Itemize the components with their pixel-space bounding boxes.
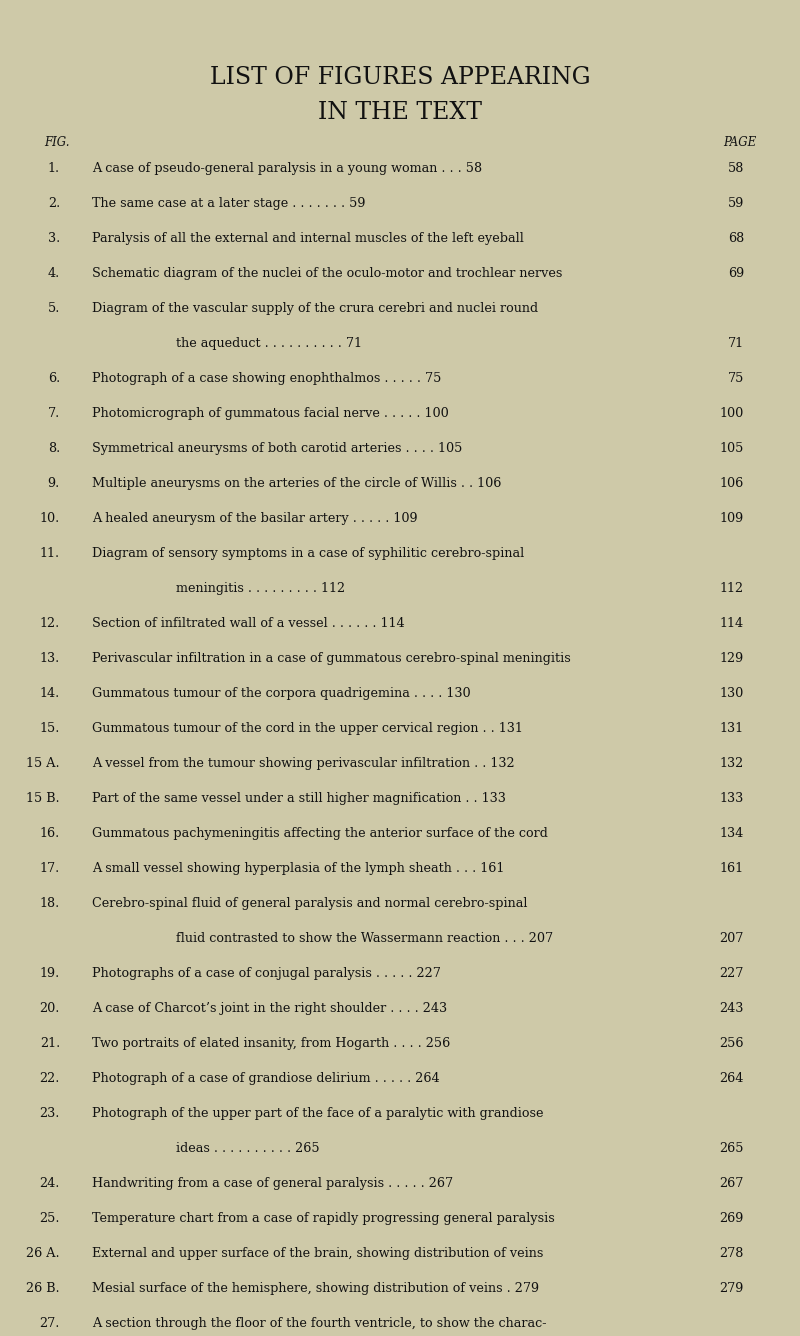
- Text: 207: 207: [720, 933, 744, 945]
- Text: Handwriting from a case of general paralysis . . . . . 267: Handwriting from a case of general paral…: [92, 1177, 453, 1190]
- Text: A case of pseudo-general paralysis in a young woman . . . 58: A case of pseudo-general paralysis in a …: [92, 162, 482, 175]
- Text: Perivascular infiltration in a case of gummatous cerebro-spinal meningitis: Perivascular infiltration in a case of g…: [92, 652, 570, 665]
- Text: PAGE: PAGE: [722, 136, 756, 150]
- Text: Photomicrograph of gummatous facial nerve . . . . . 100: Photomicrograph of gummatous facial nerv…: [92, 407, 449, 420]
- Text: Two portraits of elated insanity, from Hogarth . . . . 256: Two portraits of elated insanity, from H…: [92, 1037, 450, 1050]
- Text: External and upper surface of the brain, showing distribution of veins: External and upper surface of the brain,…: [92, 1246, 543, 1260]
- Text: 21.: 21.: [40, 1037, 60, 1050]
- Text: Multiple aneurysms on the arteries of the circle of Willis . . 106: Multiple aneurysms on the arteries of th…: [92, 477, 502, 490]
- Text: Diagram of sensory symptoms in a case of syphilitic cerebro-spinal: Diagram of sensory symptoms in a case of…: [92, 546, 524, 560]
- Text: 26 A.: 26 A.: [26, 1246, 60, 1260]
- Text: 114: 114: [720, 617, 744, 629]
- Text: 105: 105: [720, 442, 744, 454]
- Text: 6.: 6.: [48, 371, 60, 385]
- Text: 75: 75: [728, 371, 744, 385]
- Text: Gummatous tumour of the cord in the upper cervical region . . 131: Gummatous tumour of the cord in the uppe…: [92, 721, 523, 735]
- Text: Gummatous tumour of the corpora quadrigemina . . . . 130: Gummatous tumour of the corpora quadrige…: [92, 687, 470, 700]
- Text: Mesial surface of the hemisphere, showing distribution of veins . 279: Mesial surface of the hemisphere, showin…: [92, 1283, 539, 1295]
- Text: 9.: 9.: [48, 477, 60, 490]
- Text: 8.: 8.: [48, 442, 60, 454]
- Text: IN THE TEXT: IN THE TEXT: [318, 100, 482, 124]
- Text: 27.: 27.: [40, 1317, 60, 1329]
- Text: A small vessel showing hyperplasia of the lymph sheath . . . 161: A small vessel showing hyperplasia of th…: [92, 862, 504, 875]
- Text: fluid contrasted to show the Wassermann reaction . . . 207: fluid contrasted to show the Wassermann …: [176, 933, 553, 945]
- Text: 16.: 16.: [40, 827, 60, 840]
- Text: 25.: 25.: [39, 1212, 60, 1225]
- Text: Photographs of a case of conjugal paralysis . . . . . 227: Photographs of a case of conjugal paraly…: [92, 967, 441, 979]
- Text: Part of the same vessel under a still higher magnification . . 133: Part of the same vessel under a still hi…: [92, 792, 506, 804]
- Text: 227: 227: [720, 967, 744, 979]
- Text: 13.: 13.: [40, 652, 60, 665]
- Text: 10.: 10.: [40, 512, 60, 525]
- Text: 14.: 14.: [40, 687, 60, 700]
- Text: 131: 131: [720, 721, 744, 735]
- Text: 24.: 24.: [40, 1177, 60, 1190]
- Text: 17.: 17.: [40, 862, 60, 875]
- Text: 12.: 12.: [40, 617, 60, 629]
- Text: 161: 161: [720, 862, 744, 875]
- Text: A healed aneurysm of the basilar artery . . . . . 109: A healed aneurysm of the basilar artery …: [92, 512, 418, 525]
- Text: 15 B.: 15 B.: [26, 792, 60, 804]
- Text: 22.: 22.: [40, 1071, 60, 1085]
- Text: 5.: 5.: [48, 302, 60, 315]
- Text: 15.: 15.: [40, 721, 60, 735]
- Text: 20.: 20.: [40, 1002, 60, 1015]
- Text: A case of Charcot’s joint in the right shoulder . . . . 243: A case of Charcot’s joint in the right s…: [92, 1002, 447, 1015]
- Text: 26 B.: 26 B.: [26, 1283, 60, 1295]
- Text: 3.: 3.: [48, 232, 60, 244]
- Text: 278: 278: [720, 1246, 744, 1260]
- Text: 68: 68: [728, 232, 744, 244]
- Text: 264: 264: [720, 1071, 744, 1085]
- Text: Cerebro-spinal fluid of general paralysis and normal cerebro-spinal: Cerebro-spinal fluid of general paralysi…: [92, 896, 527, 910]
- Text: 4.: 4.: [48, 267, 60, 279]
- Text: 11.: 11.: [40, 546, 60, 560]
- Text: The same case at a later stage . . . . . . . 59: The same case at a later stage . . . . .…: [92, 196, 366, 210]
- Text: 256: 256: [719, 1037, 744, 1050]
- Text: 58: 58: [728, 162, 744, 175]
- Text: FIG.: FIG.: [44, 136, 70, 150]
- Text: Photograph of a case of grandiose delirium . . . . . 264: Photograph of a case of grandiose deliri…: [92, 1071, 440, 1085]
- Text: 279: 279: [720, 1283, 744, 1295]
- Text: 59: 59: [728, 196, 744, 210]
- Text: the aqueduct . . . . . . . . . . 71: the aqueduct . . . . . . . . . . 71: [176, 337, 362, 350]
- Text: 7.: 7.: [48, 407, 60, 420]
- Text: 265: 265: [719, 1142, 744, 1154]
- Text: Schematic diagram of the nuclei of the oculo-motor and trochlear nerves: Schematic diagram of the nuclei of the o…: [92, 267, 562, 279]
- Text: 23.: 23.: [40, 1108, 60, 1120]
- Text: Section of infiltrated wall of a vessel . . . . . . 114: Section of infiltrated wall of a vessel …: [92, 617, 405, 629]
- Text: A section through the floor of the fourth ventricle, to show the charac-: A section through the floor of the fourt…: [92, 1317, 546, 1329]
- Text: A vessel from the tumour showing perivascular infiltration . . 132: A vessel from the tumour showing perivas…: [92, 758, 514, 770]
- Text: 15 A.: 15 A.: [26, 758, 60, 770]
- Text: 269: 269: [720, 1212, 744, 1225]
- Text: 109: 109: [720, 512, 744, 525]
- Text: 19.: 19.: [40, 967, 60, 979]
- Text: 134: 134: [720, 827, 744, 840]
- Text: 267: 267: [720, 1177, 744, 1190]
- Text: Gummatous pachymeningitis affecting the anterior surface of the cord: Gummatous pachymeningitis affecting the …: [92, 827, 548, 840]
- Text: Symmetrical aneurysms of both carotid arteries . . . . 105: Symmetrical aneurysms of both carotid ar…: [92, 442, 462, 454]
- Text: 133: 133: [720, 792, 744, 804]
- Text: Diagram of the vascular supply of the crura cerebri and nuclei round: Diagram of the vascular supply of the cr…: [92, 302, 538, 315]
- Text: 132: 132: [720, 758, 744, 770]
- Text: meningitis . . . . . . . . . 112: meningitis . . . . . . . . . 112: [176, 582, 345, 595]
- Text: 243: 243: [720, 1002, 744, 1015]
- Text: Temperature chart from a case of rapidly progressing general paralysis: Temperature chart from a case of rapidly…: [92, 1212, 554, 1225]
- Text: 112: 112: [720, 582, 744, 595]
- Text: 18.: 18.: [40, 896, 60, 910]
- Text: 71: 71: [728, 337, 744, 350]
- Text: 106: 106: [720, 477, 744, 490]
- Text: Paralysis of all the external and internal muscles of the left eyeball: Paralysis of all the external and intern…: [92, 232, 524, 244]
- Text: 129: 129: [720, 652, 744, 665]
- Text: 130: 130: [720, 687, 744, 700]
- Text: LIST OF FIGURES APPEARING: LIST OF FIGURES APPEARING: [210, 65, 590, 90]
- Text: Photograph of the upper part of the face of a paralytic with grandiose: Photograph of the upper part of the face…: [92, 1108, 543, 1120]
- Text: 69: 69: [728, 267, 744, 279]
- Text: 1.: 1.: [48, 162, 60, 175]
- Text: ideas . . . . . . . . . . 265: ideas . . . . . . . . . . 265: [176, 1142, 320, 1154]
- Text: 2.: 2.: [48, 196, 60, 210]
- Text: Photograph of a case showing enophthalmos . . . . . 75: Photograph of a case showing enophthalmo…: [92, 371, 442, 385]
- Text: 100: 100: [720, 407, 744, 420]
